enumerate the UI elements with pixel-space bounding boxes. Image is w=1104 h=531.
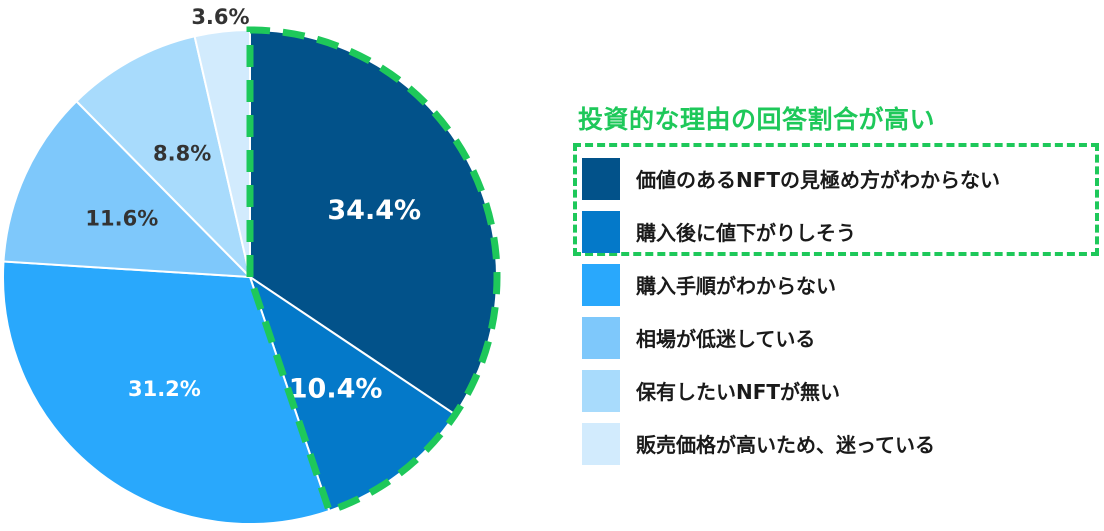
data-label: 31.2% <box>128 377 201 401</box>
data-label: 11.6% <box>85 207 158 231</box>
legend-label: 購入後に値下がりしそう <box>636 221 856 245</box>
legend-swatch <box>582 157 620 200</box>
data-label: 10.4% <box>289 373 383 404</box>
pie-slice <box>75 35 252 281</box>
legend-item: 価値のあるNFTの見極め方がわからない <box>582 152 1000 205</box>
legend-swatch <box>582 263 620 306</box>
legend-item: 購入後に値下がりしそう <box>582 205 1000 258</box>
legend-highlight-box <box>573 143 1099 256</box>
legend-item: 購入手順がわからない <box>582 258 1000 311</box>
highlight-annotation: 投資的な理由の回答割合が高い <box>578 105 936 134</box>
legend-swatch <box>582 422 620 465</box>
highlight-outline <box>246 26 501 516</box>
legend-item: 保有したいNFTが無い <box>582 364 1000 417</box>
legend-swatch <box>582 210 620 253</box>
legend-label: 販売価格が高いため、迷っている <box>636 433 935 457</box>
legend-label: 価値のあるNFTの見極め方がわからない <box>636 168 1001 192</box>
pie-slice <box>2 99 253 279</box>
legend: 価値のあるNFTの見極め方がわからない 購入後に値下がりしそう 購入手順がわから… <box>582 152 1000 470</box>
legend-swatch <box>582 316 620 359</box>
legend-item: 相場が低迷している <box>582 311 1000 364</box>
legend-label: 購入手順がわからない <box>636 274 836 298</box>
legend-label: 相場が低迷している <box>636 327 816 351</box>
data-label: 34.4% <box>327 195 421 226</box>
pie-chart: 34.4% 10.4% 31.2% 11.6% 8.8% 3.6% <box>2 5 501 525</box>
legend-swatch <box>582 369 620 412</box>
legend-item: 販売価格が高いため、迷っている <box>582 417 1000 470</box>
data-label: 8.8% <box>153 142 211 166</box>
pie-slice <box>2 260 331 525</box>
legend-label: 保有したいNFTが無い <box>636 380 841 404</box>
data-label: 3.6% <box>191 5 249 29</box>
